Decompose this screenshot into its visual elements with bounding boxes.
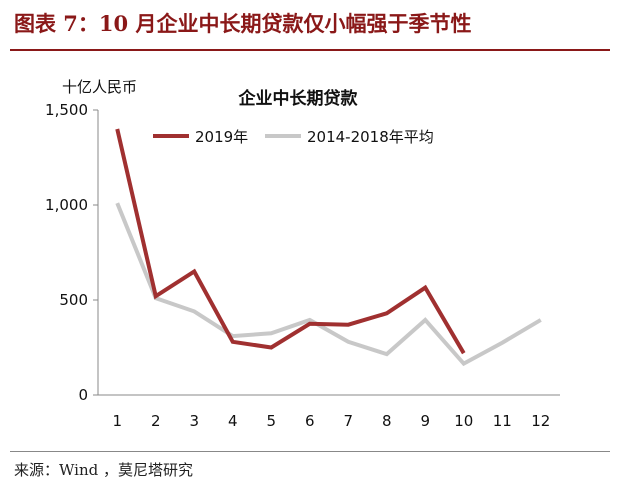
x-tick-label: 9 — [420, 412, 430, 430]
x-tick-label: 4 — [228, 412, 238, 430]
x-tick-label: 7 — [343, 412, 353, 430]
x-tick-label: 2 — [151, 412, 161, 430]
x-tick-label: 12 — [531, 412, 550, 430]
x-tick-label: 3 — [189, 412, 199, 430]
legend-label: 2019年 — [195, 128, 248, 146]
source-note: 来源：Wind ，莫尼塔研究 — [14, 461, 193, 479]
x-tick-label: 1 — [112, 412, 122, 430]
y-tick-label: 500 — [59, 291, 88, 309]
x-tick-label: 10 — [454, 412, 473, 430]
series-layer — [115, 128, 542, 367]
series-line — [115, 128, 466, 355]
legend-label: 2014-2018年平均 — [307, 128, 434, 146]
x-tick-label: 8 — [382, 412, 392, 430]
series-line — [115, 202, 542, 367]
x-tick-label: 11 — [493, 412, 512, 430]
title-rule — [10, 49, 610, 51]
source-rule — [10, 451, 610, 452]
legend: 2019年 2014-2018年平均 — [153, 128, 434, 146]
y-tick-label: 1,500 — [45, 101, 88, 119]
x-tick-label: 5 — [266, 412, 276, 430]
y-axis-unit-label: 十亿人民币 — [62, 78, 137, 96]
y-tick-label: 1,000 — [45, 196, 88, 214]
x-tick-label: 6 — [305, 412, 315, 430]
chart-title: 企业中长期贷款 — [238, 88, 359, 109]
y-tick-label: 0 — [78, 386, 88, 404]
figure-title: 图表 7：10 月企业中长期贷款仅小幅强于季节性 — [14, 11, 472, 36]
